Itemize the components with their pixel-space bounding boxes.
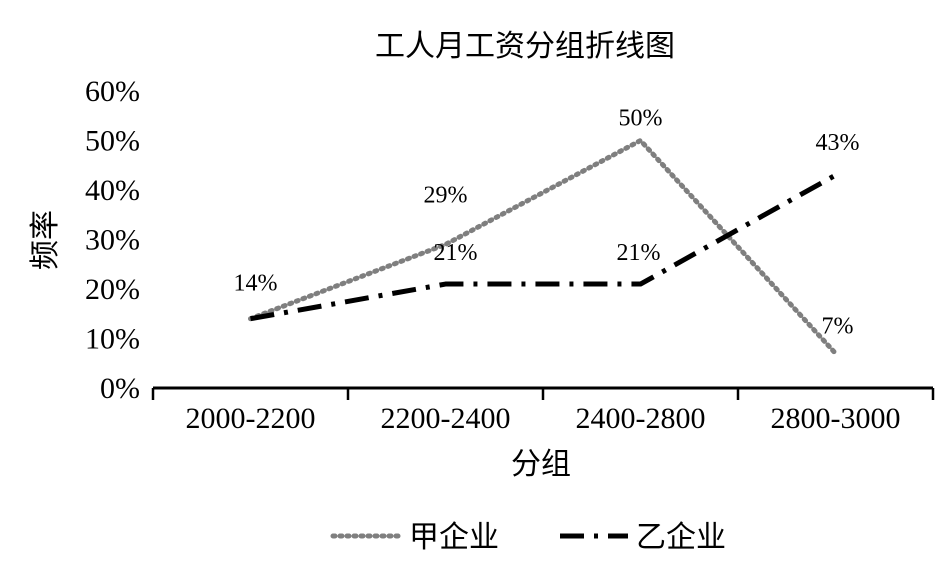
y-tick-label: 30% (85, 224, 140, 257)
data-label: 21% (617, 240, 661, 266)
x-axis-label: 分组 (511, 448, 571, 481)
x-tick-label: 2400-2800 (576, 402, 706, 435)
data-label: 7% (822, 313, 854, 339)
x-axis-ticks (151, 388, 935, 400)
series-line-1 (248, 138, 838, 356)
series-line-2 (250, 172, 837, 322)
x-tick-label: 2800-3000 (771, 402, 901, 435)
legend: 甲企业 乙企业 (330, 521, 726, 554)
legend-label-1: 甲企业 (409, 521, 499, 554)
series-layer (248, 138, 838, 356)
chart-title: 工人月工资分组折线图 (375, 30, 675, 63)
data-labels: 14% 29% 50% 7% 21% 21% 43% (234, 106, 860, 340)
x-tick-labels: 2000-2200 2200-2400 2400-2800 2800-3000 (186, 402, 901, 435)
y-tick-label: 50% (85, 125, 140, 158)
data-label: 14% (234, 271, 278, 297)
legend-label-2: 乙企业 (636, 521, 726, 554)
data-label: 43% (816, 130, 860, 156)
y-axis-label: 频率 (29, 210, 62, 270)
y-tick-label: 60% (85, 75, 140, 108)
y-tick-label: 10% (85, 323, 140, 356)
y-axis-ticks: 0% 10% 20% 30% 40% 50% 60% (85, 75, 140, 405)
x-tick-label: 2000-2200 (186, 402, 316, 435)
data-label: 29% (424, 182, 468, 208)
y-tick-label: 20% (85, 273, 140, 306)
data-label: 50% (619, 106, 663, 132)
x-tick-label: 2200-2400 (381, 402, 511, 435)
y-tick-label: 0% (100, 372, 140, 405)
y-tick-label: 40% (85, 174, 140, 207)
data-label: 21% (434, 240, 478, 266)
